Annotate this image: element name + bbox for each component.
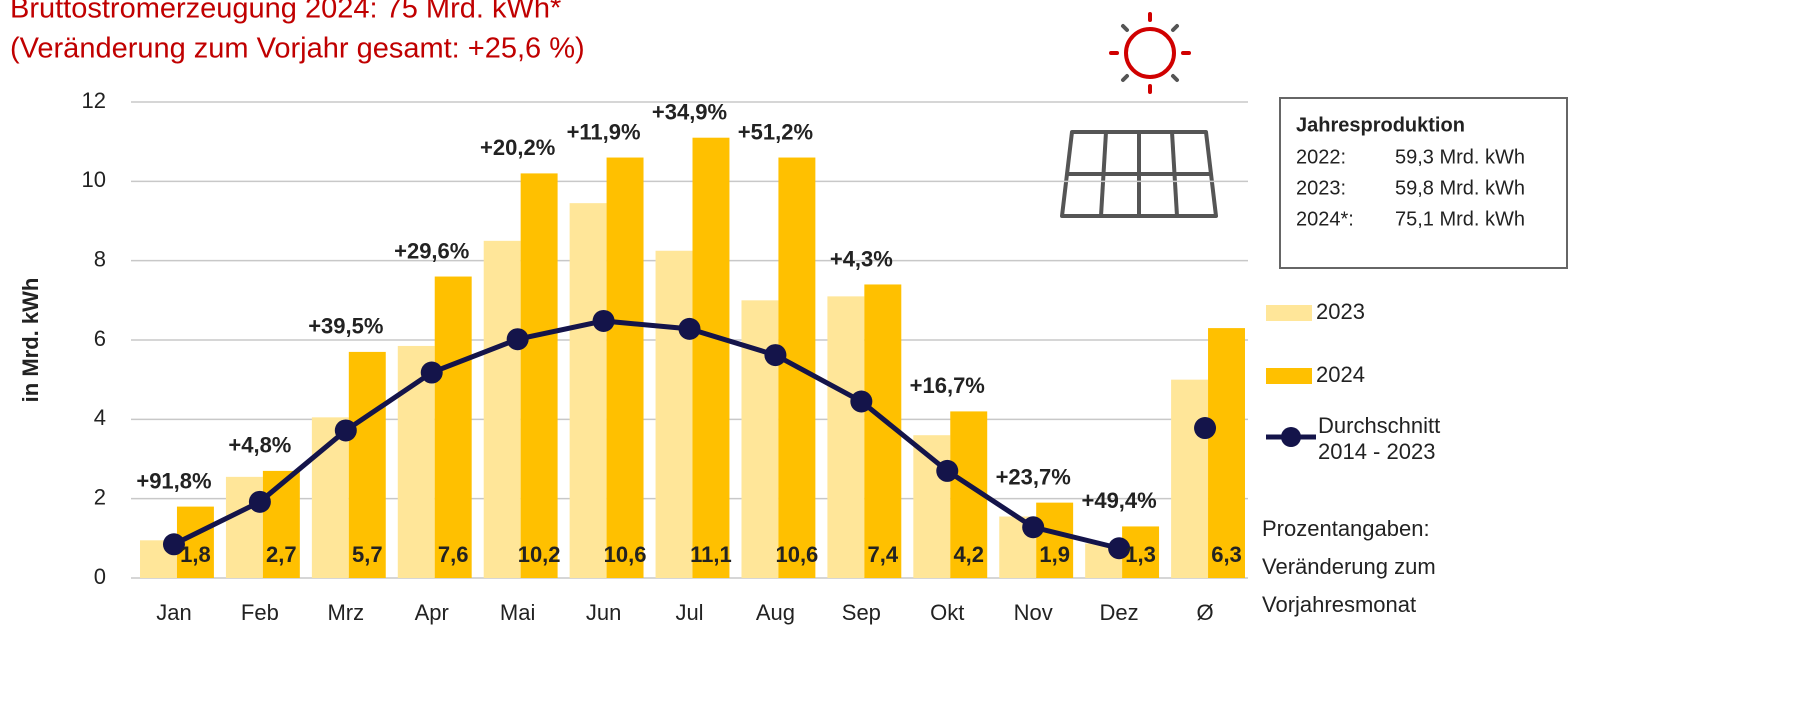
x-tick-label: Okt: [930, 600, 964, 625]
legend-swatch: [1281, 427, 1301, 447]
legend-label: 2023: [1316, 299, 1365, 324]
bar: [1208, 328, 1245, 578]
info-box-title: Jahresproduktion: [1296, 114, 1465, 136]
chart-subtitle: (Veränderung zum Vorjahr gesamt: +25,6 %…: [10, 33, 585, 65]
y-tick-label: 10: [82, 167, 106, 192]
change-label: +23,7%: [996, 464, 1071, 489]
x-tick-label: Feb: [241, 600, 279, 625]
line-point: [1108, 537, 1131, 560]
info-box-cell: 59,8 Mrd. kWh: [1395, 177, 1525, 199]
line-point: [420, 361, 443, 384]
info-box-cell: 59,3 Mrd. kWh: [1395, 146, 1525, 168]
value-label: 10,2: [518, 542, 561, 567]
y-tick-label: 6: [94, 326, 106, 351]
change-label: +39,5%: [308, 314, 383, 339]
change-label: +11,9%: [567, 119, 641, 144]
line-point: [506, 328, 529, 351]
bar: [569, 203, 607, 578]
value-label: 1,9: [1039, 542, 1070, 567]
y-tick-label: 4: [94, 405, 106, 430]
note: Vorjahresmonat: [1262, 592, 1416, 617]
x-tick-label: Apr: [415, 600, 449, 625]
line-point: [592, 309, 615, 332]
value-label: 7,4: [868, 542, 899, 567]
bar: [606, 157, 644, 579]
x-tick-label: Mrz: [327, 600, 364, 625]
note: Veränderung zum: [1262, 554, 1436, 579]
bar: [520, 173, 558, 578]
value-label: 1,3: [1125, 542, 1156, 567]
legend-swatch: [1266, 368, 1312, 384]
bar: [483, 240, 521, 579]
x-tick-label: Jan: [156, 600, 191, 625]
value-label: 2,7: [266, 542, 297, 567]
x-tick-label: Nov: [1014, 600, 1053, 625]
sun-icon: [1109, 12, 1191, 94]
x-tick-label: Jul: [675, 600, 703, 625]
x-tick-label: Ø: [1196, 600, 1213, 625]
change-label: +20,2%: [480, 135, 555, 160]
y-tick-label: 0: [94, 564, 106, 589]
legend-label: 2024: [1316, 362, 1365, 387]
bar: [827, 296, 865, 578]
bar: [741, 300, 779, 578]
change-label: +29,6%: [394, 238, 469, 263]
bar: [655, 250, 693, 578]
info-box-cell: 75,1 Mrd. kWh: [1395, 208, 1525, 230]
bar: [434, 276, 472, 578]
info-box-cell: 2022:: [1296, 146, 1346, 168]
bar: [1171, 379, 1209, 578]
legend-label-line: 2014 - 2023: [1318, 439, 1435, 464]
note: Prozentangaben:: [1262, 516, 1430, 541]
y-tick-label: 2: [94, 484, 106, 509]
value-label: 6,3: [1211, 542, 1242, 567]
change-label: +51,2%: [738, 119, 813, 144]
bar: [692, 137, 730, 578]
x-tick-label: Dez: [1100, 600, 1139, 625]
line-point: [334, 419, 357, 442]
change-label: +49,4%: [1081, 488, 1156, 513]
bar: [1036, 502, 1074, 578]
change-label: +4,3%: [830, 246, 893, 271]
y-axis-label: in Mrd. kWh: [18, 278, 43, 403]
line-point: [248, 490, 271, 513]
line-point: [850, 390, 873, 413]
line-point: [678, 317, 701, 340]
legend-swatch: [1266, 305, 1312, 321]
chart-title: Bruttostromerzeugung 2024: 75 Mrd. kWh*: [10, 0, 561, 25]
y-tick-label: 12: [82, 88, 106, 113]
line-point: [764, 344, 787, 367]
value-label: 5,7: [352, 542, 383, 567]
value-label: 1,8: [180, 542, 211, 567]
x-tick-label: Mai: [500, 600, 535, 625]
info-box-cell: 2023:: [1296, 177, 1346, 199]
line-point: [162, 533, 185, 556]
value-label: 11,1: [690, 542, 732, 567]
line-point: [1022, 516, 1045, 539]
change-label: +16,7%: [910, 373, 985, 398]
line: [172, 318, 1120, 551]
x-tick-label: Aug: [756, 600, 795, 625]
value-label: 7,6: [438, 542, 469, 567]
x-tick-label: Jun: [586, 600, 621, 625]
x-tick-label: Sep: [842, 600, 881, 625]
value-label: 10,6: [775, 542, 818, 567]
change-label: +4,8%: [228, 433, 291, 458]
solar-panel-icon: [1060, 130, 1218, 218]
info-box: [1279, 97, 1568, 269]
bar: [348, 351, 386, 578]
change-label: +34,9%: [652, 100, 727, 125]
legend-label-line: Durchschnitt: [1318, 413, 1440, 438]
change-label: +91,8%: [136, 468, 211, 493]
line-point: [1194, 417, 1217, 440]
value-label: 4,2: [953, 542, 984, 567]
bar: [262, 470, 300, 578]
y-tick-label: 8: [94, 246, 106, 271]
legend-label: Durchschnitt 2014 - 2023: [1318, 413, 1440, 464]
info-box-cell: 2024*:: [1296, 208, 1354, 230]
line-point: [936, 459, 959, 482]
value-label: 10,6: [604, 542, 647, 567]
